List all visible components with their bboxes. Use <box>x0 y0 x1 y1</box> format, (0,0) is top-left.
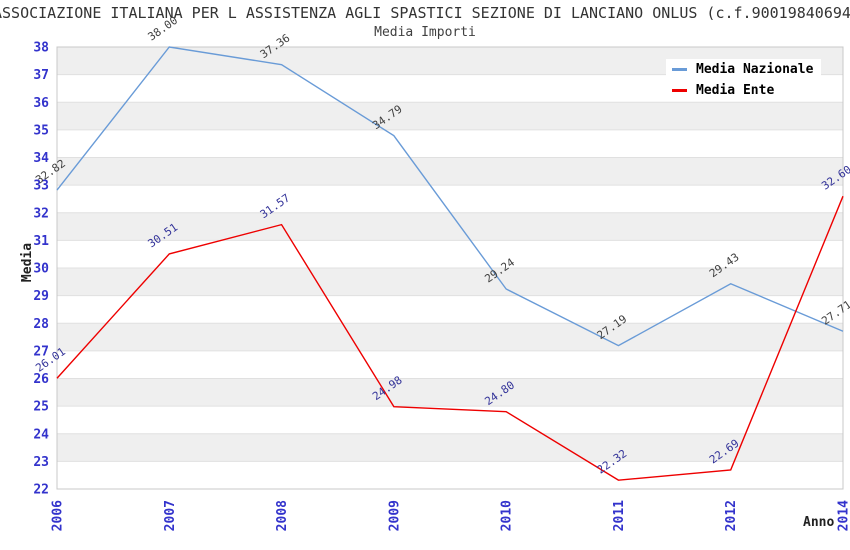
y-tick-label: 31 <box>33 234 49 249</box>
y-tick-label: 38 <box>33 41 49 56</box>
legend: Media Nazionale Media Ente <box>666 59 822 101</box>
x-tick-label: 2012 <box>724 500 739 531</box>
y-tick-label: 37 <box>33 68 49 83</box>
plot-border <box>56 46 844 490</box>
grid-band <box>57 378 843 407</box>
legend-item-media-ente: Media Ente <box>666 80 783 101</box>
x-tick-label: 2010 <box>500 500 515 531</box>
legend-label-media-nazionale: Media Nazionale <box>696 62 814 77</box>
y-tick-label: 34 <box>33 151 49 166</box>
y-tick-label: 36 <box>33 96 49 111</box>
chart-subtitle: Media Importi <box>374 25 476 40</box>
grid-band <box>57 323 843 351</box>
legend-label-media-ente: Media Ente <box>696 83 775 98</box>
x-tick-label: 2009 <box>387 500 402 531</box>
y-tick-label: 33 <box>33 179 49 194</box>
x-tick-label: 2008 <box>275 500 290 531</box>
x-tick-label: 2006 <box>51 500 66 531</box>
y-tick-label: 35 <box>33 123 49 138</box>
grid-band <box>57 433 843 462</box>
y-tick-label: 30 <box>33 262 49 277</box>
x-tick-label: 2011 <box>612 500 627 531</box>
media-ente-line-swatch-icon <box>672 89 687 92</box>
y-tick-label: 28 <box>33 317 49 332</box>
series-line-media-nazionale <box>56 46 844 347</box>
point-label: 38.00 <box>146 14 181 44</box>
y-tick-label: 25 <box>33 400 49 415</box>
x-axis-title: Anno <box>803 515 835 530</box>
y-tick-label: 24 <box>33 427 49 442</box>
grid-band <box>57 268 843 296</box>
legend-item-media-nazionale: Media Nazionale <box>666 59 822 80</box>
y-tick-label: 32 <box>33 206 49 221</box>
grid-band <box>57 212 843 241</box>
y-tick-label: 27 <box>33 344 49 359</box>
series-line-media-ente <box>56 195 844 481</box>
y-tick-label: 23 <box>33 455 49 470</box>
y-tick-label: 26 <box>33 372 49 387</box>
chart-title: ASSOCIAZIONE ITALIANA PER L ASSISTENZA A… <box>0 4 850 22</box>
media-nazionale-line-swatch-icon <box>672 68 687 71</box>
grid-band <box>57 157 843 186</box>
y-axis-title: Media <box>20 242 36 283</box>
grid-band <box>57 102 843 130</box>
x-tick-label: 2007 <box>163 500 178 531</box>
x-tick-label: 2014 <box>837 500 850 531</box>
y-tick-label: 29 <box>33 289 49 304</box>
y-tick-label: 22 <box>33 483 49 498</box>
